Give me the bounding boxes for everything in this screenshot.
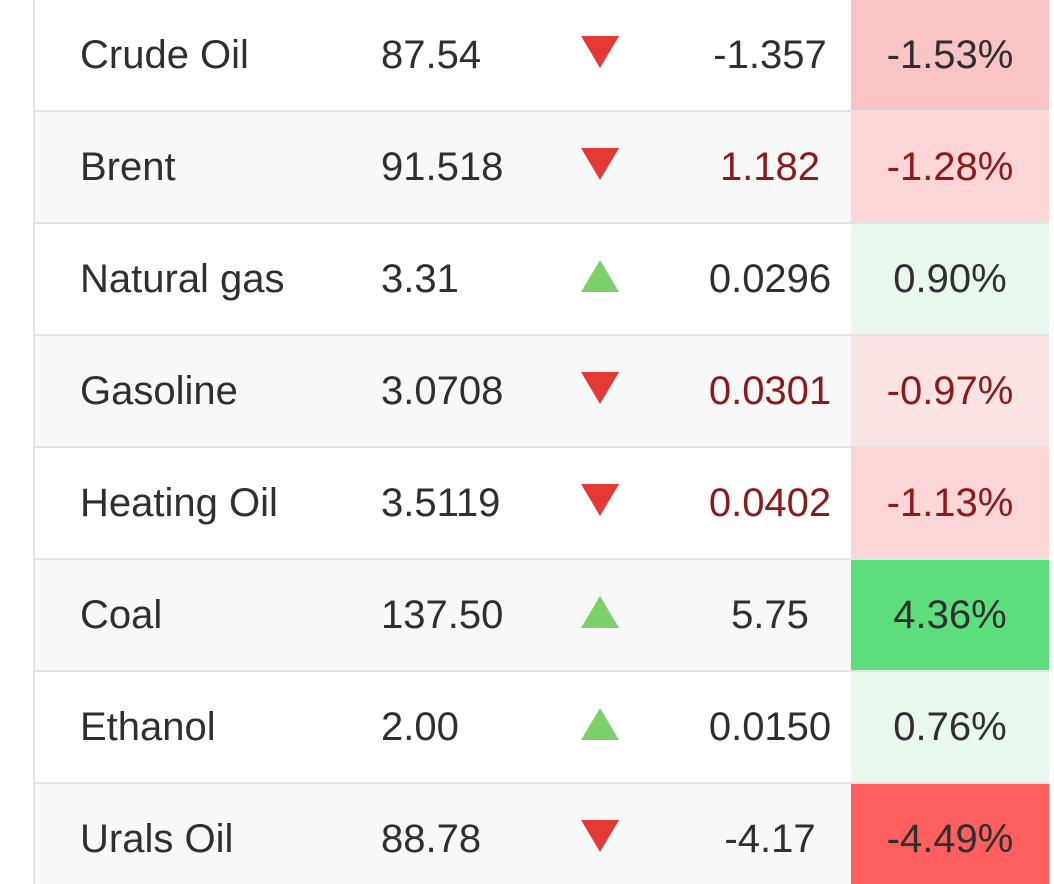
commodity-name: Gasoline xyxy=(80,369,238,413)
change-value: 0.0150 xyxy=(708,705,832,749)
commodity-name: Urals Oil xyxy=(80,817,234,861)
triangle-up-icon xyxy=(575,224,625,334)
triangle-up-icon xyxy=(575,560,625,670)
table-row[interactable]: Ethanol 2.00 0.0150 0.76% xyxy=(35,672,1049,784)
table-row[interactable]: Heating Oil 3.5119 0.0402 -1.13% xyxy=(35,448,1049,560)
commodity-name: Heating Oil xyxy=(80,481,278,525)
percent-change-badge: 0.76% xyxy=(851,672,1049,782)
change-value: 0.0301 xyxy=(708,369,832,413)
change-value: 1.182 xyxy=(719,145,821,189)
commodity-price: 87.54 xyxy=(381,33,482,77)
percent-change-badge: -1.13% xyxy=(851,448,1049,558)
commodities-table: Crude Oil 87.54 -1.357 -1.53% Brent 91.518 1.1… xyxy=(35,0,1049,884)
table-row[interactable]: Urals Oil 88.78 -4.17 -4.49% xyxy=(35,784,1049,884)
table-row[interactable]: Gasoline 3.0708 0.0301 -0.97% xyxy=(35,336,1049,448)
percent-change-badge: 4.36% xyxy=(851,560,1049,670)
commodity-price: 88.78 xyxy=(381,817,482,861)
commodity-price: 137.50 xyxy=(381,593,504,637)
commodity-price: 91.518 xyxy=(381,145,504,189)
change-value: 0.0296 xyxy=(708,257,832,301)
commodity-price: 2.00 xyxy=(381,705,459,749)
table-row[interactable]: Natural gas 3.31 0.0296 0.90% xyxy=(35,224,1049,336)
table-row[interactable]: Coal 137.50 5.75 4.36% xyxy=(35,560,1049,672)
commodity-name: Natural gas xyxy=(80,257,285,301)
triangle-down-icon xyxy=(575,112,625,222)
change-value: -4.17 xyxy=(724,817,816,861)
triangle-down-icon xyxy=(575,336,625,446)
triangle-down-icon xyxy=(575,784,625,884)
commodity-name: Ethanol xyxy=(80,705,216,749)
commodity-price: 3.31 xyxy=(381,257,459,301)
triangle-down-icon xyxy=(575,0,625,110)
percent-change-badge: 0.90% xyxy=(851,224,1049,334)
commodity-price: 3.0708 xyxy=(381,369,504,413)
percent-change-badge: -1.53% xyxy=(851,0,1049,110)
change-value: 5.75 xyxy=(731,593,809,637)
percent-change-badge: -4.49% xyxy=(851,784,1049,884)
table-left-border xyxy=(33,0,35,884)
commodity-name: Brent xyxy=(80,145,176,189)
commodity-price: 3.5119 xyxy=(381,481,501,525)
commodity-name: Coal xyxy=(80,593,163,637)
table-row[interactable]: Brent 91.518 1.182 -1.28% xyxy=(35,112,1049,224)
commodity-name: Crude Oil xyxy=(80,33,249,77)
triangle-down-icon xyxy=(575,448,625,558)
change-value: -1.357 xyxy=(713,33,827,77)
triangle-up-icon xyxy=(575,672,625,782)
table-row[interactable]: Crude Oil 87.54 -1.357 -1.53% xyxy=(35,0,1049,112)
percent-change-badge: -1.28% xyxy=(851,112,1049,222)
percent-change-badge: -0.97% xyxy=(851,336,1049,446)
change-value: 0.0402 xyxy=(708,481,832,525)
